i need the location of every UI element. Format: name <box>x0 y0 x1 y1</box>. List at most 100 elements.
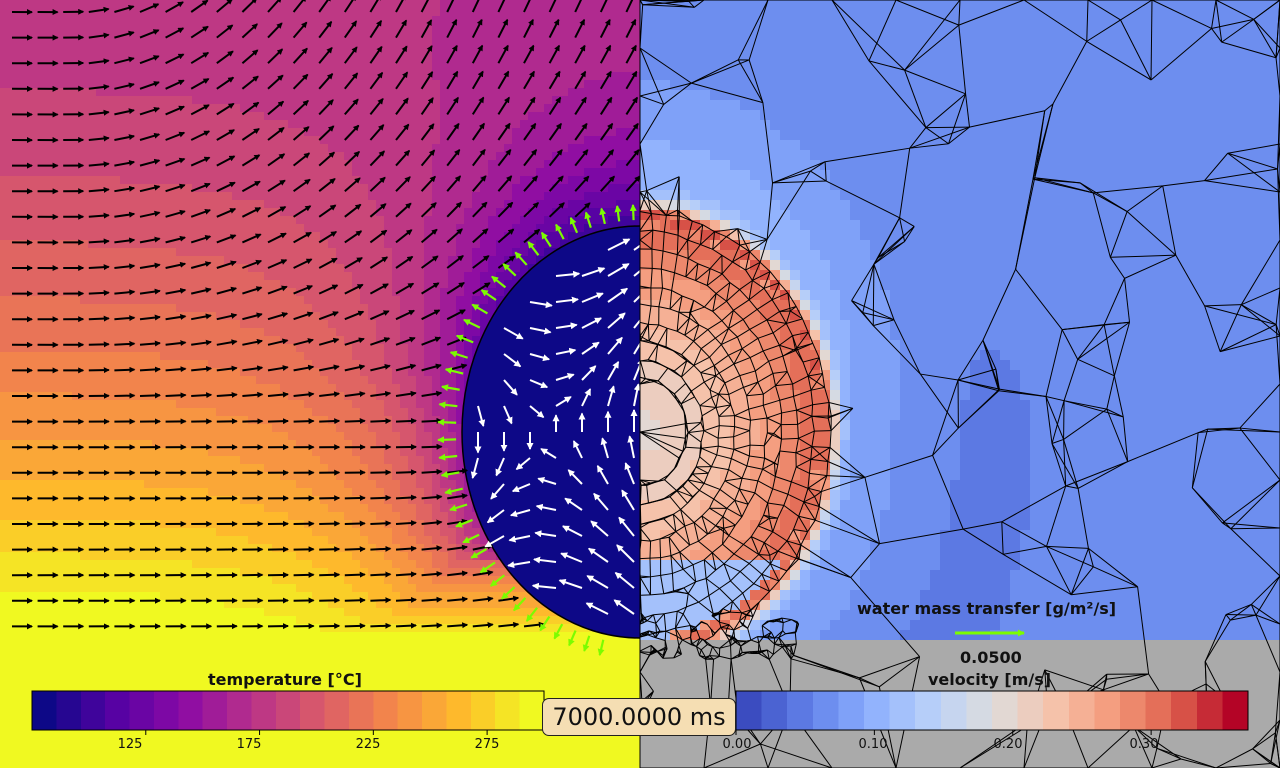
temperature-cell <box>360 512 368 520</box>
temperature-cell <box>104 408 112 416</box>
temperature-cell <box>168 672 176 680</box>
temperature-cell <box>336 736 344 744</box>
temperature-cell <box>272 664 280 672</box>
temperature-cell <box>24 280 32 288</box>
temperature-cell <box>8 152 16 160</box>
temperature-cell <box>80 16 88 24</box>
temperature-cell <box>56 416 64 424</box>
temperature-cell <box>144 552 152 560</box>
temperature-cell <box>48 592 56 600</box>
temperature-cell <box>176 272 184 280</box>
temperature-cell <box>168 296 176 304</box>
temperature-cell <box>376 360 384 368</box>
temperature-cell <box>368 344 376 352</box>
temperature-cell <box>200 256 208 264</box>
temperature-cell <box>344 24 352 32</box>
temperature-cell <box>152 312 160 320</box>
temperature-cell <box>400 368 408 376</box>
temperature-cell <box>336 680 344 688</box>
temperature-cell <box>8 704 16 712</box>
temperature-cell <box>256 168 264 176</box>
temperature-cell <box>56 728 64 736</box>
temperature-cell <box>392 560 400 568</box>
temperature-cell <box>8 408 16 416</box>
temperature-cell <box>88 40 96 48</box>
temperature-cell <box>64 248 72 256</box>
temperature-cell <box>192 8 200 16</box>
temperature-cell <box>360 40 368 48</box>
temperature-cell <box>160 112 168 120</box>
temperature-cell <box>256 760 264 768</box>
temperature-cell <box>408 760 416 768</box>
temperature-cell <box>160 408 168 416</box>
temperature-cell <box>296 624 304 632</box>
temperature-cell <box>280 536 288 544</box>
temperature-cell <box>216 40 224 48</box>
temperature-cell <box>144 88 152 96</box>
temperature-cell <box>344 200 352 208</box>
temperature-cell <box>104 64 112 72</box>
temperature-cell <box>192 208 200 216</box>
temperature-cell <box>312 472 320 480</box>
temperature-cell <box>24 472 32 480</box>
temperature-cell <box>288 528 296 536</box>
temperature-cell <box>88 472 96 480</box>
temperature-cell <box>16 288 24 296</box>
temperature-cell <box>24 304 32 312</box>
temperature-cell <box>88 672 96 680</box>
temperature-cell <box>240 368 248 376</box>
temperature-cell <box>280 328 288 336</box>
temperature-cell <box>256 576 264 584</box>
temperature-cell <box>280 496 288 504</box>
temperature-cell <box>408 216 416 224</box>
temperature-cell <box>48 416 56 424</box>
temperature-cell <box>40 216 48 224</box>
temperature-cell <box>240 296 248 304</box>
temperature-cell <box>264 416 272 424</box>
temperature-cell <box>144 16 152 24</box>
temperature-cell <box>344 456 352 464</box>
temperature-cell <box>408 552 416 560</box>
temperature-cell <box>192 512 200 520</box>
temperature-cell <box>368 600 376 608</box>
temperature-cell <box>40 88 48 96</box>
temperature-cell <box>328 280 336 288</box>
temperature-cell <box>392 128 400 136</box>
temperature-cell <box>80 432 88 440</box>
temperature-cell <box>208 432 216 440</box>
temperature-cell <box>304 384 312 392</box>
temperature-cell <box>256 376 264 384</box>
temperature-cell <box>384 48 392 56</box>
temperature-cell <box>296 96 304 104</box>
temperature-cell <box>328 632 336 640</box>
temperature-cell <box>328 344 336 352</box>
temperature-cell <box>32 672 40 680</box>
temperature-cell <box>80 152 88 160</box>
temperature-cell <box>264 104 272 112</box>
temperature-cell <box>400 672 408 680</box>
temperature-cell <box>136 504 144 512</box>
temperature-cell <box>112 312 120 320</box>
temperature-cell <box>264 40 272 48</box>
temperature-cell <box>184 272 192 280</box>
temperature-cell <box>272 296 280 304</box>
temperature-cell <box>264 0 272 8</box>
temperature-cell <box>168 104 176 112</box>
temperature-cell <box>384 440 392 448</box>
temperature-cell <box>400 648 408 656</box>
temperature-cell <box>48 16 56 24</box>
temperature-cell <box>296 592 304 600</box>
temperature-cell <box>336 552 344 560</box>
temperature-cell <box>184 160 192 168</box>
temperature-cell <box>328 80 336 88</box>
temperature-cell <box>8 616 16 624</box>
temperature-cell <box>80 608 88 616</box>
temperature-cell <box>56 16 64 24</box>
temperature-cell <box>208 568 216 576</box>
temperature-cell <box>216 624 224 632</box>
temperature-cell <box>56 104 64 112</box>
temperature-cell <box>352 392 360 400</box>
temperature-cell <box>280 456 288 464</box>
temperature-cell <box>392 48 400 56</box>
temperature-cell <box>48 192 56 200</box>
